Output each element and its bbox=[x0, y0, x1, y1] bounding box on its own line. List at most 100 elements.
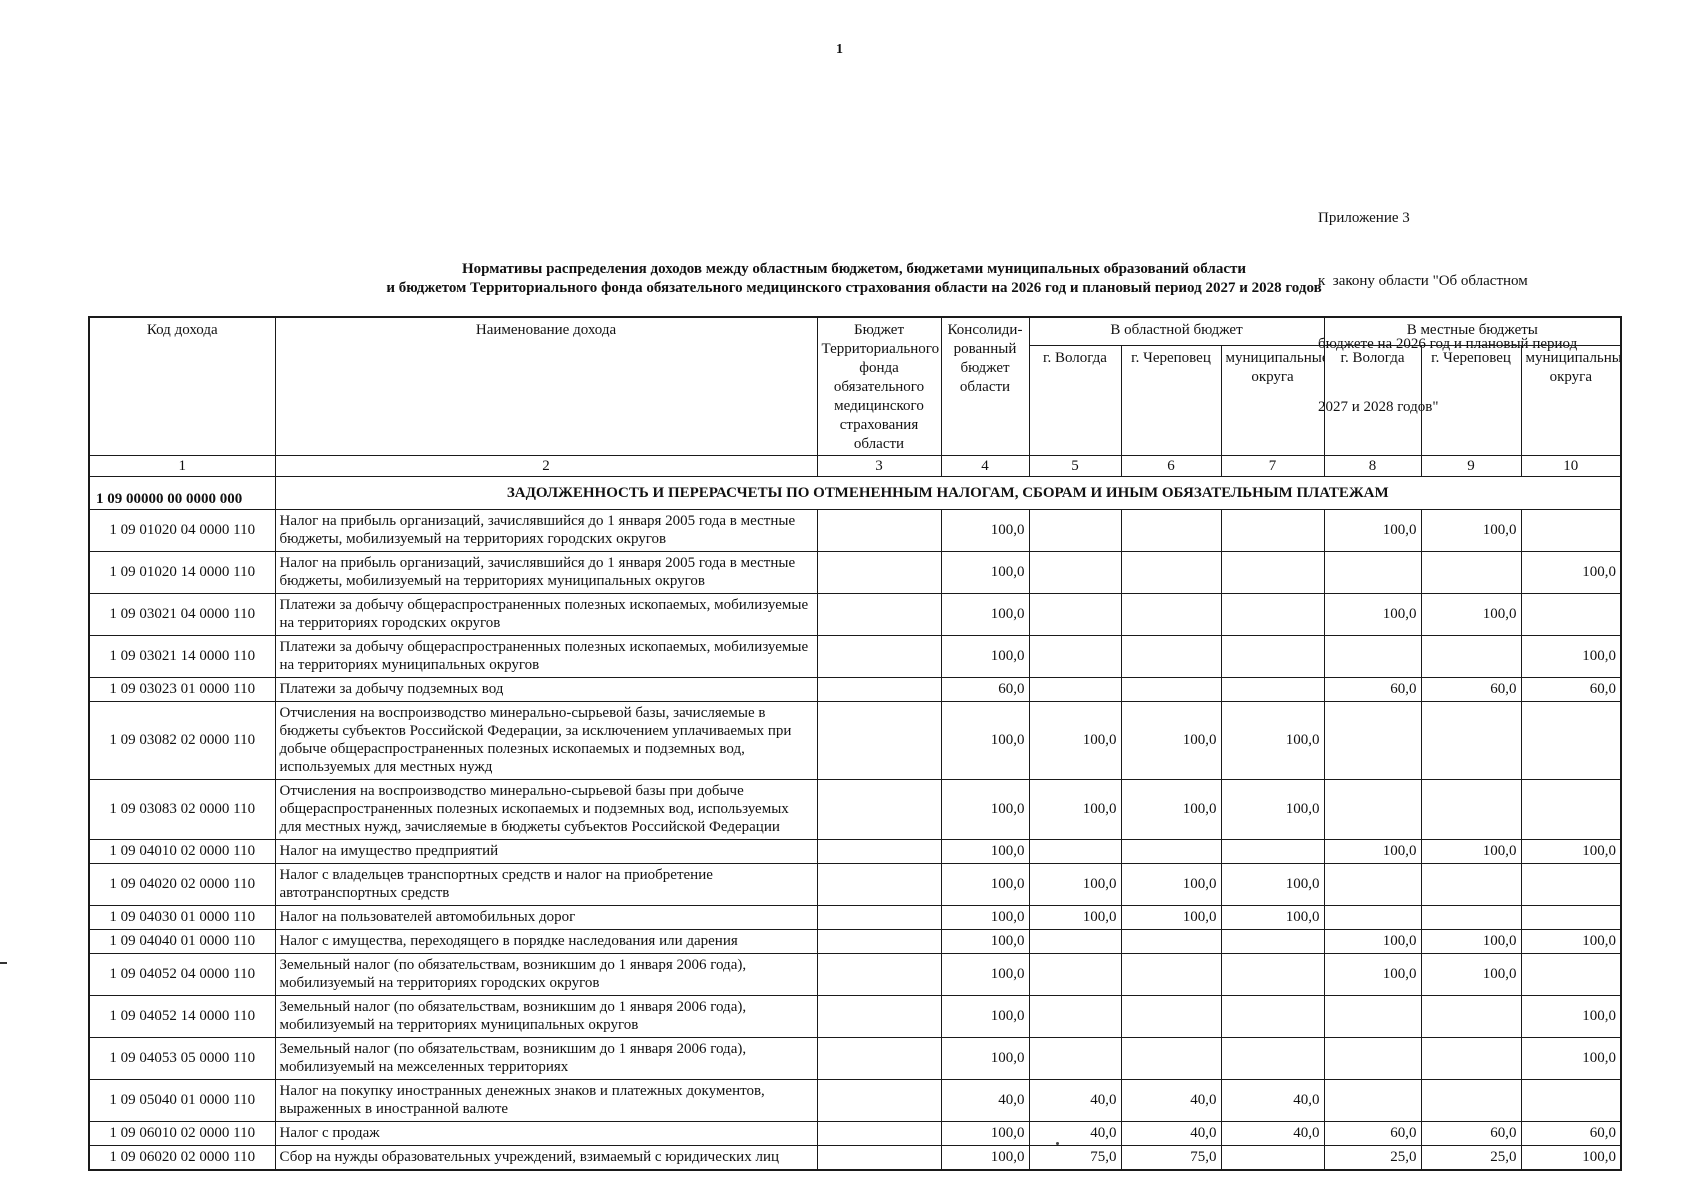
row-value: 100,0 bbox=[940, 779, 1030, 840]
row-code: 1 09 04020 02 0000 110 bbox=[88, 863, 276, 906]
row-value bbox=[1323, 863, 1422, 906]
row-value bbox=[1420, 1079, 1522, 1122]
row-value bbox=[1028, 509, 1122, 552]
row-value bbox=[1220, 929, 1325, 954]
row-value bbox=[1028, 953, 1122, 996]
row-code: 1 09 03083 02 0000 110 bbox=[88, 779, 276, 840]
row-value bbox=[816, 863, 942, 906]
row-code: 1 09 04030 01 0000 110 bbox=[88, 905, 276, 930]
row-value bbox=[816, 1145, 942, 1171]
row-value bbox=[816, 635, 942, 678]
row-value bbox=[1420, 863, 1522, 906]
row-value bbox=[1220, 995, 1325, 1038]
row-value bbox=[1028, 1037, 1122, 1080]
row-value bbox=[1120, 839, 1222, 864]
row-value bbox=[816, 905, 942, 930]
table-row: 1 09 03083 02 0000 110 Отчисления на вос… bbox=[88, 779, 1622, 840]
row-value: 100,0 bbox=[1420, 953, 1522, 996]
row-value bbox=[816, 929, 942, 954]
table-row: 1 09 04052 14 0000 110 Земельный налог (… bbox=[88, 995, 1622, 1038]
table-row: 1 09 01020 04 0000 110 Налог на прибыль … bbox=[88, 509, 1622, 552]
row-value: 40,0 bbox=[1120, 1121, 1222, 1146]
row-code: 1 09 03021 04 0000 110 bbox=[88, 593, 276, 636]
row-name: Отчисления на воспроизводство минерально… bbox=[274, 701, 818, 780]
row-value: 100,0 bbox=[1028, 701, 1122, 780]
row-value bbox=[1220, 839, 1325, 864]
header-tfoms-budget: Бюджет Территориального фонда обязательн… bbox=[816, 316, 942, 456]
row-value bbox=[816, 839, 942, 864]
table-row: 1 09 03021 14 0000 110 Платежи за добычу… bbox=[88, 635, 1622, 678]
row-code: 1 09 01020 14 0000 110 bbox=[88, 551, 276, 594]
row-name: Земельный налог (по обязательствам, возн… bbox=[274, 1037, 818, 1080]
row-value bbox=[1028, 593, 1122, 636]
row-value bbox=[1120, 677, 1222, 702]
section-code: 1 09 00000 00 0000 000 bbox=[88, 476, 276, 510]
row-value bbox=[816, 701, 942, 780]
row-value bbox=[1420, 551, 1522, 594]
row-value bbox=[1520, 905, 1622, 930]
row-name: Налог на имущество предприятий bbox=[274, 839, 818, 864]
row-value: 100,0 bbox=[1520, 1145, 1622, 1171]
row-value: 100,0 bbox=[940, 1145, 1030, 1171]
row-value: 100,0 bbox=[1220, 779, 1325, 840]
row-name: Платежи за добычу общераспространенных п… bbox=[274, 635, 818, 678]
row-value bbox=[1520, 509, 1622, 552]
row-value: 100,0 bbox=[1420, 509, 1522, 552]
row-value bbox=[1323, 1037, 1422, 1080]
row-value bbox=[1323, 1079, 1422, 1122]
row-value: 100,0 bbox=[940, 953, 1030, 996]
row-value: 25,0 bbox=[1323, 1145, 1422, 1171]
table-row: 1 09 04040 01 0000 110 Налог с имущества… bbox=[88, 929, 1622, 954]
scan-artifact-dash bbox=[0, 962, 7, 964]
row-value: 100,0 bbox=[940, 863, 1030, 906]
row-value: 100,0 bbox=[1028, 779, 1122, 840]
row-value: 100,0 bbox=[940, 635, 1030, 678]
row-value bbox=[1028, 839, 1122, 864]
header-consolidated-budget: Консолиди-рованный бюджет области bbox=[940, 316, 1030, 456]
row-value: 100,0 bbox=[940, 509, 1030, 552]
row-value bbox=[1323, 635, 1422, 678]
row-value: 100,0 bbox=[1420, 593, 1522, 636]
row-value: 100,0 bbox=[1120, 779, 1222, 840]
row-value: 40,0 bbox=[1220, 1079, 1325, 1122]
table-row: 1 09 05040 01 0000 110 Налог на покупку … bbox=[88, 1079, 1622, 1122]
colnum: 9 bbox=[1420, 455, 1522, 477]
row-value bbox=[1520, 701, 1622, 780]
row-value bbox=[1520, 593, 1622, 636]
header-oblast-vologda: г. Вологда bbox=[1028, 345, 1122, 456]
page-number: 1 bbox=[836, 42, 843, 57]
row-value bbox=[1323, 551, 1422, 594]
row-value bbox=[1028, 929, 1122, 954]
row-value bbox=[816, 593, 942, 636]
colnum: 8 bbox=[1323, 455, 1422, 477]
row-value: 100,0 bbox=[1520, 929, 1622, 954]
document-title: Нормативы распределения доходов между об… bbox=[88, 260, 1620, 298]
table-row: 1 09 03021 04 0000 110 Платежи за добычу… bbox=[88, 593, 1622, 636]
row-value: 25,0 bbox=[1420, 1145, 1522, 1171]
row-value bbox=[1420, 701, 1522, 780]
table-row: 1 09 04052 04 0000 110 Земельный налог (… bbox=[88, 953, 1622, 996]
document-title-line1: Нормативы распределения доходов между об… bbox=[462, 261, 1246, 277]
row-value: 60,0 bbox=[1323, 677, 1422, 702]
colnum: 10 bbox=[1520, 455, 1622, 477]
row-value: 100,0 bbox=[1028, 863, 1122, 906]
row-code: 1 09 03021 14 0000 110 bbox=[88, 635, 276, 678]
document-title-line2: и бюджетом Территориального фонда обязат… bbox=[386, 280, 1322, 296]
table-body: 1 09 00000 00 0000 000 ЗАДОЛЖЕННОСТЬ И П… bbox=[88, 476, 1622, 1171]
row-value bbox=[1220, 677, 1325, 702]
row-value bbox=[816, 551, 942, 594]
table-row: 1 09 06020 02 0000 110 Сбор на нужды обр… bbox=[88, 1145, 1622, 1171]
table-row: 1 09 01020 14 0000 110 Налог на прибыль … bbox=[88, 551, 1622, 594]
header-local-vologda: г. Вологда bbox=[1323, 345, 1422, 456]
row-value: 100,0 bbox=[1323, 839, 1422, 864]
row-value bbox=[816, 995, 942, 1038]
colnum: 5 bbox=[1028, 455, 1122, 477]
row-value bbox=[1520, 863, 1622, 906]
row-value: 100,0 bbox=[1520, 635, 1622, 678]
row-value: 100,0 bbox=[1028, 905, 1122, 930]
row-value bbox=[1120, 995, 1222, 1038]
row-value: 100,0 bbox=[1220, 863, 1325, 906]
row-value: 100,0 bbox=[1420, 929, 1522, 954]
header-local-municipal: муниципальные округа bbox=[1520, 345, 1622, 456]
